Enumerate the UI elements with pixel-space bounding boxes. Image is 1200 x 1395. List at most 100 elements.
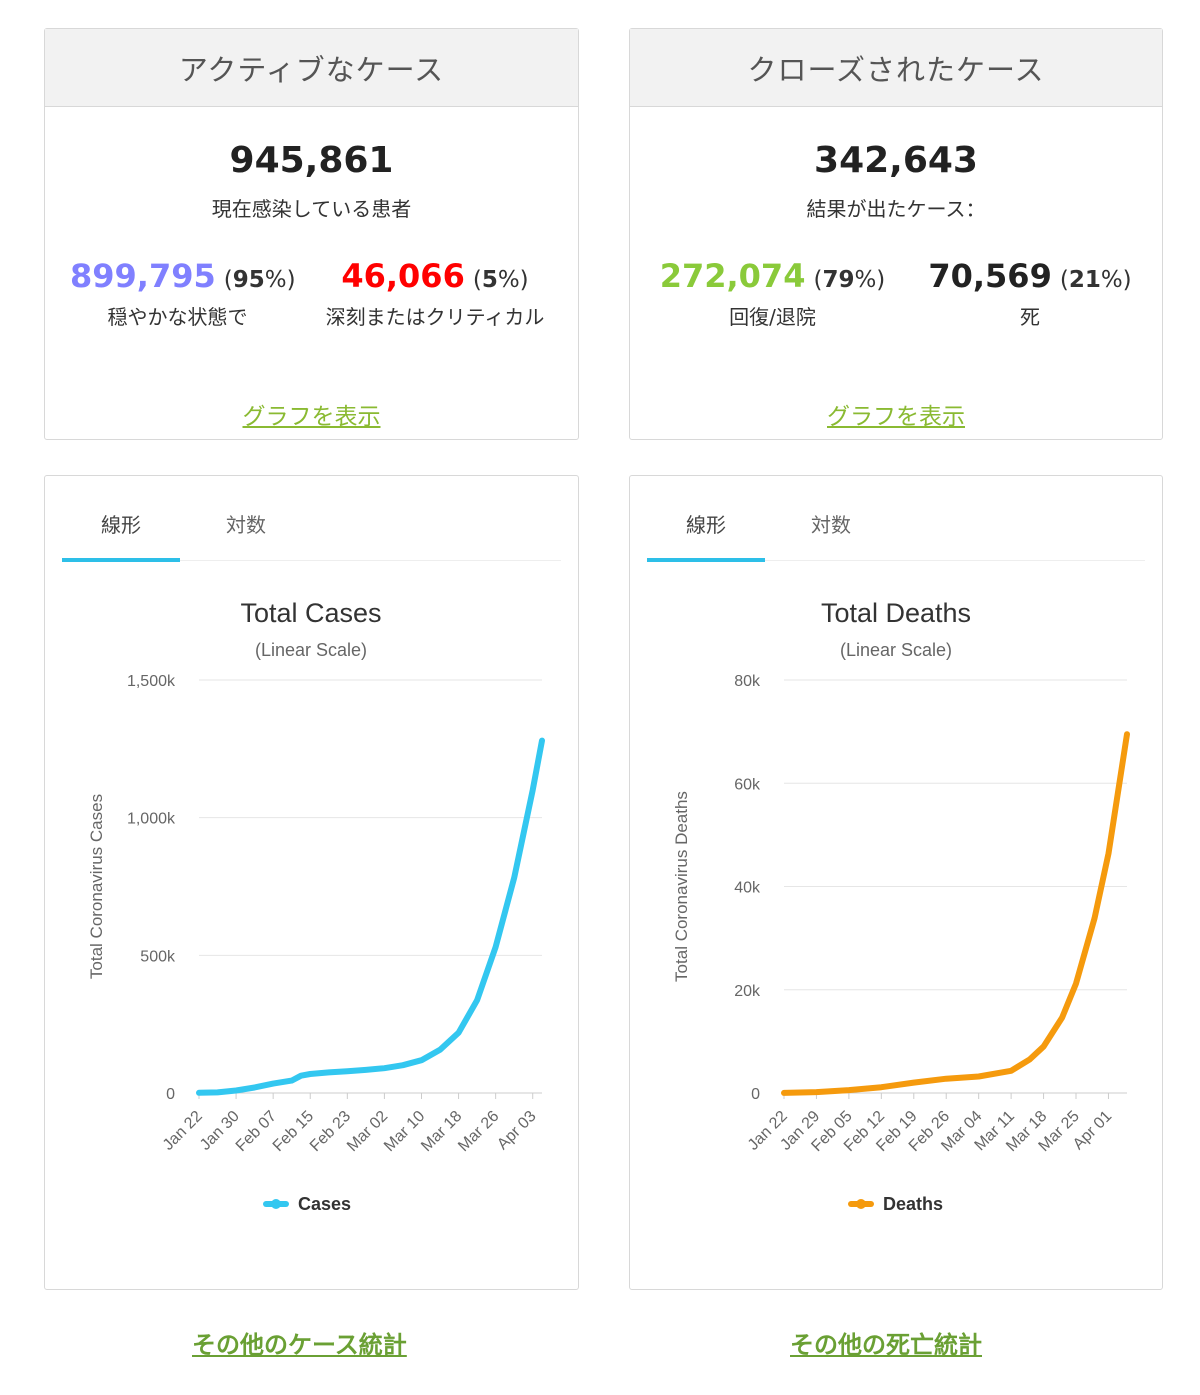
data-point xyxy=(1092,915,1097,920)
tab-linear[interactable]: 線形 xyxy=(62,496,180,562)
x-tick-label: Mar 10 xyxy=(381,1108,428,1155)
legend-marker xyxy=(856,1199,866,1209)
tab-linear[interactable]: 線形 xyxy=(647,496,765,562)
x-tick-label: Feb 07 xyxy=(233,1108,280,1155)
x-tick-label: Mar 26 xyxy=(455,1108,502,1155)
y-axis-label: Total Coronavirus Deaths xyxy=(672,791,691,982)
critical-value: 46,066 xyxy=(341,257,465,295)
data-point xyxy=(271,1081,276,1086)
data-point xyxy=(512,875,517,880)
data-point xyxy=(363,1067,368,1072)
data-point xyxy=(289,1078,294,1083)
deaths-stat: 70,569 (21%) 死 xyxy=(915,257,1145,330)
active-cases-body: 945,861 現在感染している患者 899,795 (95%) 穏やかな状態で … xyxy=(45,107,578,441)
critical-percent: (5%) xyxy=(472,267,529,293)
y-tick-label: 0 xyxy=(751,1086,760,1103)
chart-subtitle: (Linear Scale) xyxy=(255,640,367,660)
data-point xyxy=(911,1080,916,1085)
x-tick-label: Feb 23 xyxy=(307,1108,354,1155)
data-point xyxy=(782,1090,786,1095)
data-point xyxy=(1027,1057,1032,1062)
closed-cases-panel: クローズされたケース 342,643 結果が出たケース： 272,074 (79%… xyxy=(629,28,1163,440)
data-point xyxy=(1125,732,1129,737)
deaths-chart: Total Deaths (Linear Scale) 0 20k 40k 60k 80k T… xyxy=(672,598,1130,1214)
active-cases-header: アクティブなケース xyxy=(45,29,578,107)
data-point xyxy=(976,1074,981,1079)
data-point xyxy=(298,1073,303,1078)
deaths-scale-tabs: 線形 対数 xyxy=(647,496,1145,562)
y-tick-label: 40k xyxy=(734,880,761,897)
data-point xyxy=(846,1088,851,1093)
data-point xyxy=(308,1072,313,1077)
deaths-label: 死 xyxy=(1020,305,1040,329)
closed-cases-body: 342,643 結果が出たケース： 272,074 (79%) 回復/退院 70,… xyxy=(630,107,1162,441)
recovered-stat: 272,074 (79%) 回復/退院 xyxy=(650,257,895,330)
data-point xyxy=(234,1088,239,1093)
legend-label: Deaths xyxy=(883,1194,943,1214)
deaths-value: 70,569 xyxy=(928,257,1052,295)
x-tick-label: Mar 18 xyxy=(418,1108,465,1155)
y-tick-label: 60k xyxy=(734,776,761,793)
tab-log[interactable]: 対数 xyxy=(811,513,851,537)
data-point xyxy=(345,1069,350,1074)
mild-percent: (95%) xyxy=(223,267,296,293)
data-point xyxy=(215,1090,220,1095)
data-point xyxy=(197,1090,201,1095)
data-point xyxy=(1074,981,1079,986)
active-cases-panel: アクティブなケース 945,861 現在感染している患者 899,795 (95%… xyxy=(44,28,579,440)
data-point xyxy=(814,1090,819,1095)
more-death-stats-link[interactable]: その他の死亡統計 xyxy=(790,1331,982,1359)
data-point xyxy=(438,1047,443,1052)
data-point xyxy=(382,1066,387,1071)
x-tick-label: Jan 22 xyxy=(160,1108,206,1154)
deaths-chart-panel: 線形 対数 Total Deaths (Linear Scale) 0 20k 40k 6… xyxy=(629,475,1163,1290)
active-total-number: 945,861 xyxy=(229,140,394,181)
data-point xyxy=(400,1063,405,1068)
chart-title: Total Deaths xyxy=(821,598,971,628)
series-line xyxy=(196,737,545,1096)
mild-label: 穏やかな状態で xyxy=(107,305,248,329)
data-point xyxy=(493,945,498,950)
mild-stat: 899,795 (95%) 穏やかな状態で xyxy=(70,257,296,330)
data-point xyxy=(326,1070,331,1075)
legend-marker xyxy=(271,1199,281,1209)
y-axis-label: Total Coronavirus Cases xyxy=(87,794,106,979)
legend-label: Cases xyxy=(298,1194,351,1214)
closed-cases-header: クローズされたケース xyxy=(630,29,1162,107)
closed-total-label: 結果が出たケース： xyxy=(806,197,986,221)
x-tick-label: Mar 02 xyxy=(344,1108,391,1155)
mild-value: 899,795 xyxy=(70,257,216,295)
active-total-label: 現在感染している患者 xyxy=(211,197,412,221)
y-tick-label: 500k xyxy=(140,948,176,965)
y-tick-label: 80k xyxy=(734,673,761,690)
y-tick-label: 1,000k xyxy=(127,811,176,828)
data-point xyxy=(540,738,544,743)
tab-log[interactable]: 対数 xyxy=(226,513,266,537)
y-tick-label: 0 xyxy=(166,1086,175,1103)
recovered-label: 回復/退院 xyxy=(729,305,816,329)
critical-label: 深刻またはクリティカル xyxy=(325,305,545,329)
chart-title: Total Cases xyxy=(240,598,381,628)
closed-total-number: 342,643 xyxy=(814,140,978,181)
cases-chart: Total Cases (Linear Scale) 0 500k 1,000k 1,50… xyxy=(87,598,545,1214)
data-point xyxy=(879,1085,884,1090)
y-tick-label: 20k xyxy=(734,983,761,1000)
chart-subtitle: (Linear Scale) xyxy=(840,640,952,660)
x-tick-label: Apr 03 xyxy=(494,1108,539,1153)
x-tick-label: Feb 15 xyxy=(270,1108,317,1155)
data-point xyxy=(252,1085,257,1090)
closed-show-graph-link[interactable]: グラフを表示 xyxy=(827,404,965,430)
data-point xyxy=(1060,1015,1065,1020)
more-case-stats-link[interactable]: その他のケース統計 xyxy=(192,1331,407,1359)
critical-stat: 46,066 (5%) 深刻またはクリティカル xyxy=(315,257,555,330)
y-tick-label: 1,500k xyxy=(127,673,176,690)
series-line xyxy=(781,731,1130,1096)
data-point xyxy=(475,998,480,1003)
data-point xyxy=(1041,1044,1046,1049)
active-show-graph-link[interactable]: グラフを表示 xyxy=(242,404,381,430)
data-point xyxy=(419,1058,424,1063)
cases-chart-panel: 線形 対数 Total Cases (Linear Scale) 0 500k 1,00… xyxy=(44,475,579,1290)
data-point xyxy=(1009,1068,1014,1073)
data-point xyxy=(944,1076,949,1081)
data-point xyxy=(456,1030,461,1035)
